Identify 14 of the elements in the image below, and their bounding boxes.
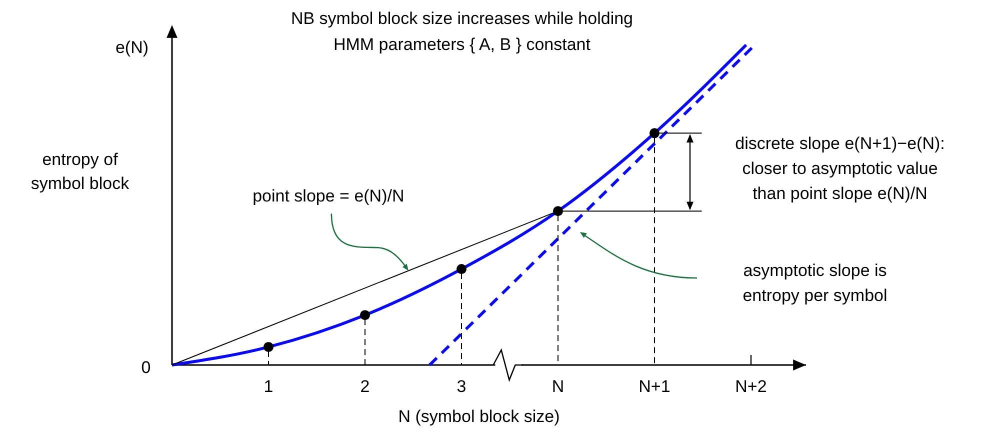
- x-tick-label: 2: [360, 377, 370, 396]
- x-tick-label: 1: [264, 377, 274, 396]
- x-tick-label: N+1: [638, 377, 670, 396]
- x-tick-label: 3: [456, 377, 466, 396]
- chart-title: NB symbol block size increases while holding HMM parameters { A, B } constant: [290, 9, 634, 54]
- annotation: point slope = e(N)/N: [252, 186, 404, 206]
- x-axis-title: N (symbol block size): [398, 407, 560, 426]
- x-tick-label: N: [552, 377, 564, 396]
- text: e(N): [115, 38, 149, 57]
- text: 0: [141, 358, 151, 377]
- x-tick-label: N+2: [735, 377, 767, 396]
- annotation: asymptotic slope is entropy per symbol: [742, 261, 888, 305]
- y-axis-title: entropy of symbol block: [30, 150, 130, 193]
- annotation: discrete slope e(N+1)−e(N): closer to asymptotic value than point slope e(N)/N: [735, 134, 945, 203]
